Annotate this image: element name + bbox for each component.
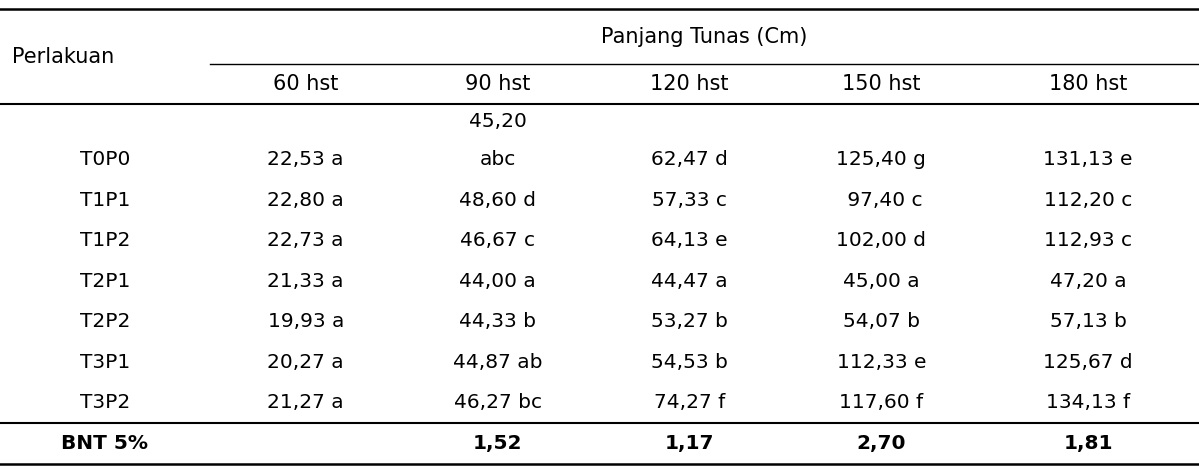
- Text: 102,00 d: 102,00 d: [836, 231, 927, 250]
- Text: Panjang Tunas (Cm): Panjang Tunas (Cm): [601, 26, 808, 47]
- Text: 125,40 g: 125,40 g: [837, 150, 926, 169]
- Text: 47,20 a: 47,20 a: [1050, 272, 1126, 291]
- Text: 19,93 a: 19,93 a: [267, 312, 344, 331]
- Text: T0P0: T0P0: [79, 150, 131, 169]
- Text: 22,53 a: 22,53 a: [267, 150, 344, 169]
- Text: 125,67 d: 125,67 d: [1043, 353, 1133, 372]
- Text: 117,60 f: 117,60 f: [839, 393, 923, 412]
- Text: 54,07 b: 54,07 b: [843, 312, 920, 331]
- Text: 180 hst: 180 hst: [1049, 74, 1127, 94]
- Text: 21,33 a: 21,33 a: [267, 272, 344, 291]
- Text: 60 hst: 60 hst: [273, 74, 338, 94]
- Text: 46,67 c: 46,67 c: [460, 231, 535, 250]
- Text: 112,33 e: 112,33 e: [837, 353, 926, 372]
- Text: 21,27 a: 21,27 a: [267, 393, 344, 412]
- Text: 90 hst: 90 hst: [465, 74, 530, 94]
- Text: 2,70: 2,70: [856, 434, 906, 453]
- Text: 131,13 e: 131,13 e: [1043, 150, 1133, 169]
- Text: 150 hst: 150 hst: [842, 74, 921, 94]
- Text: abc: abc: [480, 150, 516, 169]
- Text: 1,52: 1,52: [472, 434, 523, 453]
- Text: 48,60 d: 48,60 d: [459, 191, 536, 210]
- Text: 45,20: 45,20: [469, 112, 526, 131]
- Text: 64,13 e: 64,13 e: [651, 231, 728, 250]
- Text: T1P1: T1P1: [79, 191, 131, 210]
- Text: T1P2: T1P2: [79, 231, 131, 250]
- Text: 44,87 ab: 44,87 ab: [453, 353, 542, 372]
- Text: 54,53 b: 54,53 b: [651, 353, 728, 372]
- Text: BNT 5%: BNT 5%: [61, 434, 149, 453]
- Text: 53,27 b: 53,27 b: [651, 312, 728, 331]
- Text: 97,40 c: 97,40 c: [840, 191, 922, 210]
- Text: Perlakuan: Perlakuan: [12, 47, 114, 67]
- Text: 22,73 a: 22,73 a: [267, 231, 344, 250]
- Text: 120 hst: 120 hst: [650, 74, 729, 94]
- Text: T3P2: T3P2: [80, 393, 129, 412]
- Text: 112,93 c: 112,93 c: [1044, 231, 1132, 250]
- Text: 57,33 c: 57,33 c: [652, 191, 727, 210]
- Text: T2P1: T2P1: [79, 272, 131, 291]
- Text: T3P1: T3P1: [80, 353, 129, 372]
- Text: 57,13 b: 57,13 b: [1049, 312, 1127, 331]
- Text: 1,81: 1,81: [1064, 434, 1113, 453]
- Text: 22,80 a: 22,80 a: [267, 191, 344, 210]
- Text: 62,47 d: 62,47 d: [651, 150, 728, 169]
- Text: 112,20 c: 112,20 c: [1044, 191, 1132, 210]
- Text: 44,00 a: 44,00 a: [459, 272, 536, 291]
- Text: 45,00 a: 45,00 a: [843, 272, 920, 291]
- Text: T2P2: T2P2: [79, 312, 131, 331]
- Text: 1,17: 1,17: [664, 434, 715, 453]
- Text: 44,33 b: 44,33 b: [459, 312, 536, 331]
- Text: 74,27 f: 74,27 f: [653, 393, 725, 412]
- Text: 20,27 a: 20,27 a: [267, 353, 344, 372]
- Text: 134,13 f: 134,13 f: [1046, 393, 1131, 412]
- Text: 46,27 bc: 46,27 bc: [453, 393, 542, 412]
- Text: 44,47 a: 44,47 a: [651, 272, 728, 291]
